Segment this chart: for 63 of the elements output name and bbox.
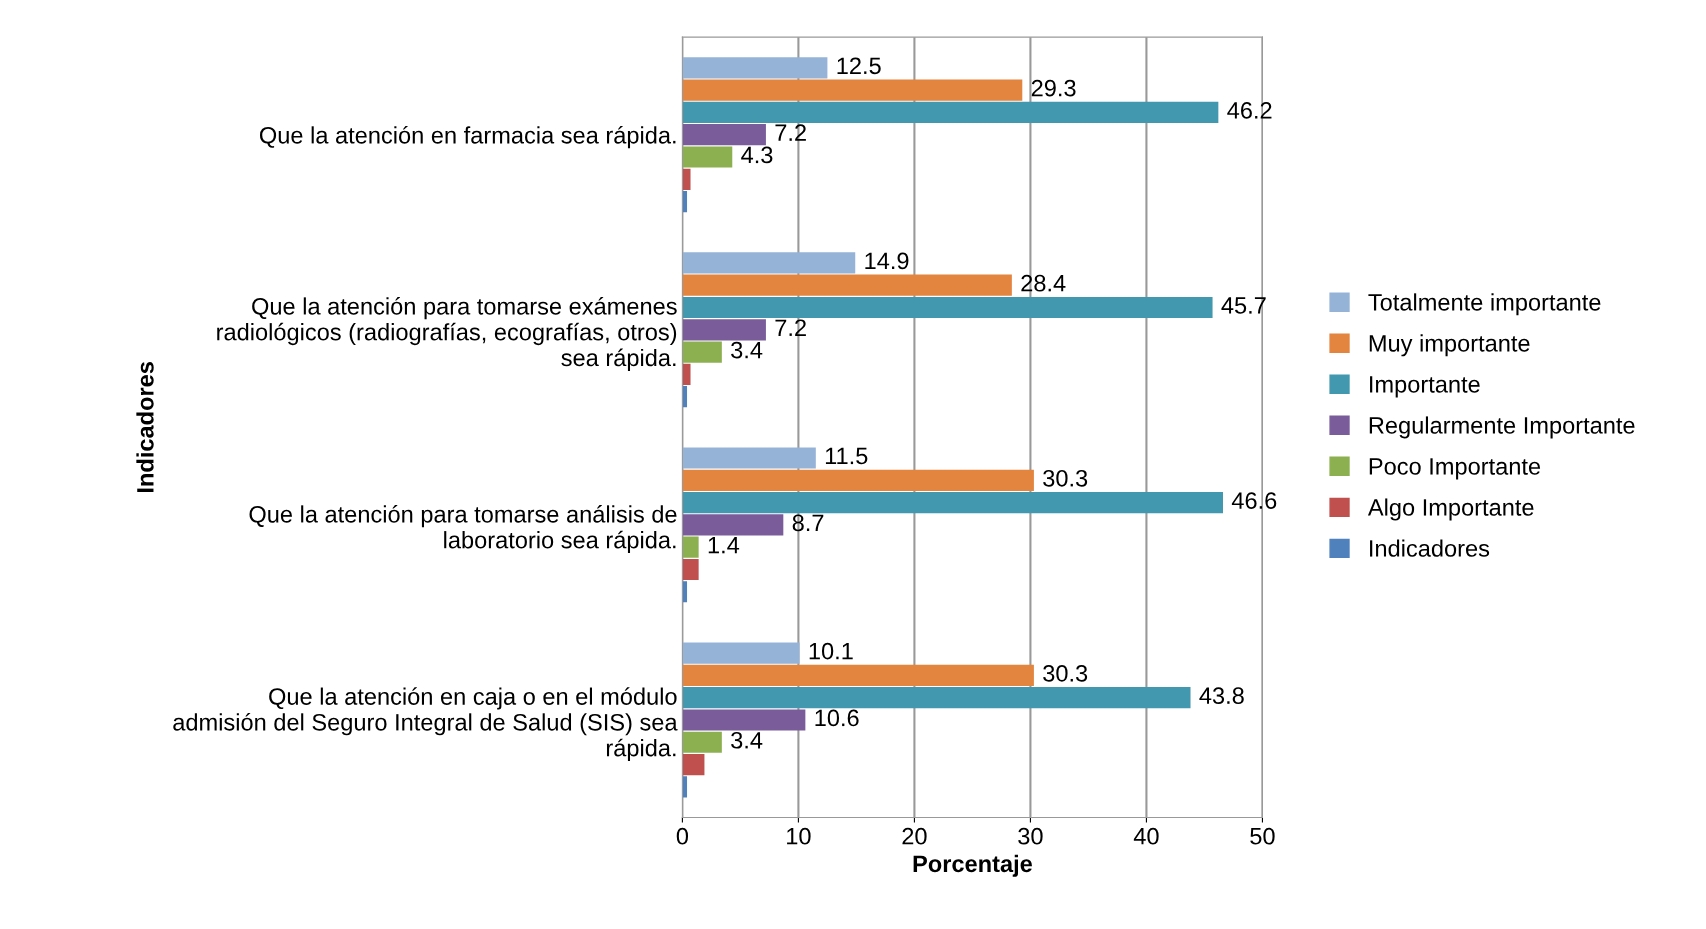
data-label: 28.4 (1021, 274, 1066, 292)
data-label: 1.4 (708, 537, 740, 554)
legend-label: Indicadores (1370, 539, 1490, 557)
legend-label: Poco Importante (1369, 458, 1541, 480)
bar (682, 492, 1223, 514)
x-tick-label: 10 (787, 827, 811, 845)
bar (682, 558, 699, 581)
x-tick-label: 20 (902, 827, 927, 845)
data-label: 29.3 (1031, 79, 1076, 97)
data-label: 11.5 (825, 447, 868, 465)
x-tick-label: 0 (676, 827, 689, 845)
legend-label: Muy importante (1369, 334, 1530, 357)
bar (682, 146, 733, 168)
bar (682, 664, 1034, 686)
data-label: 8.7 (792, 514, 824, 532)
data-label: 10.1 (809, 642, 853, 660)
y-tick-label: Que la atención para tomarse análisis de laboratorio sea rápida. (249, 505, 677, 554)
bar (682, 274, 1012, 296)
bar (682, 363, 691, 385)
data-label: 30.3 (1043, 469, 1088, 487)
bar (682, 514, 784, 536)
bar (682, 252, 856, 274)
legend-label: Algo Importante (1367, 498, 1534, 521)
data-label: 30.3 (1043, 665, 1088, 682)
data-label: 10.6 (815, 709, 859, 727)
bar (682, 642, 800, 664)
legend-label: Importante (1370, 376, 1480, 398)
data-label: 14.9 (865, 252, 909, 270)
data-label: 3.4 (731, 341, 763, 359)
bar (682, 319, 766, 341)
data-label: 7.2 (775, 124, 806, 141)
y-axis-title: Indicadores (136, 362, 154, 493)
legend-label: Regularmente Importante (1369, 416, 1635, 439)
legend-label: Totalmente importante (1368, 293, 1601, 316)
bar (682, 753, 705, 776)
x-tick-label: 40 (1133, 827, 1159, 845)
data-label: 46.2 (1227, 102, 1272, 119)
data-label: 46.6 (1231, 492, 1277, 509)
bar (682, 124, 766, 146)
data-label: 4.3 (741, 146, 773, 164)
bar (682, 731, 722, 753)
bar (682, 168, 691, 190)
data-label: 3.4 (731, 731, 763, 749)
bar (682, 469, 1034, 491)
x-tick-label: 50 (1250, 827, 1275, 845)
bar (682, 687, 1191, 709)
data-label: 43.8 (1199, 687, 1244, 705)
data-label: 7.2 (775, 319, 806, 336)
x-axis-title: Porcentaje (913, 854, 1032, 877)
bar (682, 57, 828, 79)
y-tick-label: Que la atención en farmacia sea rápida. (259, 126, 676, 149)
bar (682, 447, 816, 469)
data-label: 45.7 (1221, 297, 1266, 314)
data-label: 12.5 (837, 57, 881, 75)
bar (682, 536, 699, 558)
bar (682, 296, 1213, 319)
x-tick-label: 30 (1018, 827, 1043, 845)
bar (682, 79, 1023, 101)
bar (682, 341, 722, 363)
y-tick-label: Que la atención para tomarse exámenes radiológicos (radiografías, ecografías, otros) sea rápida. (217, 297, 677, 371)
bar (682, 101, 1219, 123)
bar (682, 709, 806, 731)
y-tick-label: Que la atención en caja o en el módulo admisión del Seguro Integral de Salud (SIS) sea rápida. (173, 687, 678, 762)
